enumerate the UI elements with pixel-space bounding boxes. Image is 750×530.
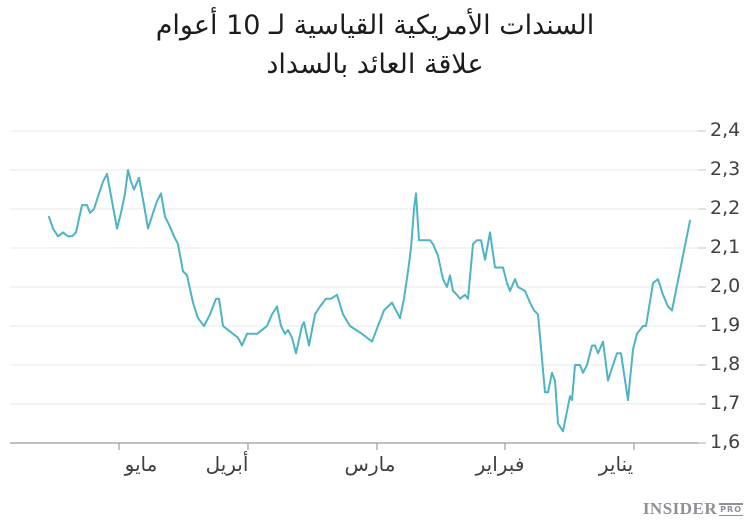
y-axis-label: 1,6	[710, 431, 741, 453]
y-axis-label: 2,3	[710, 158, 741, 180]
y-axis-label: 1,7	[710, 392, 741, 414]
chart-title-line1: السندات الأمريكية القياسية لـ 10 أعوام	[155, 10, 595, 41]
logo-brand-text: INSIDER	[642, 499, 718, 518]
y-axis-label: 2,0	[710, 275, 741, 297]
logo-pro-badge: PRO	[719, 502, 743, 516]
yield-line	[48, 169, 691, 433]
y-axis-label: 2,4	[710, 119, 741, 141]
x-axis-label: فبراير	[475, 452, 525, 476]
y-axis-label: 1,8	[710, 353, 741, 375]
x-axis-label: يناير	[598, 452, 634, 476]
chart-title: السندات الأمريكية القياسية لـ 10 أعوام ع…	[0, 6, 750, 84]
insider-pro-logo: INSIDER PRO	[643, 499, 743, 519]
x-axis-label: مارس	[344, 452, 396, 476]
y-axis-label: 2,1	[710, 236, 741, 258]
chart-title-line2: علاقة العائد بالسداد	[266, 49, 484, 80]
y-axis-label: 1,9	[710, 314, 741, 336]
y-axis-label: 2,2	[710, 197, 741, 219]
x-axis-label: مايو	[124, 452, 158, 476]
x-axis-label: أبريل	[205, 452, 249, 476]
